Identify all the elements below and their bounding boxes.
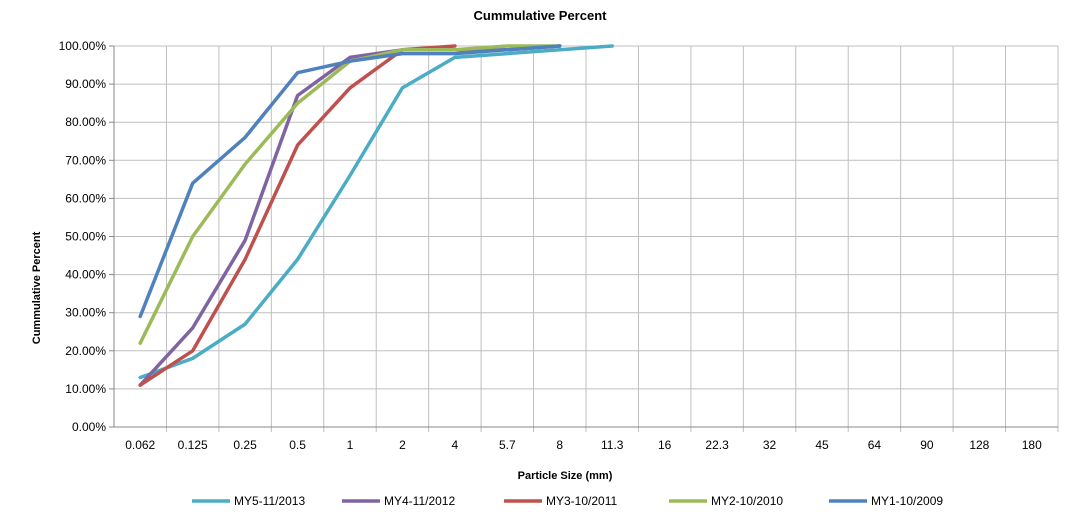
y-tick-label: 90.00% <box>65 77 106 91</box>
series-lines <box>138 44 614 387</box>
x-tick-label: 16 <box>658 438 672 452</box>
series-line <box>138 44 562 345</box>
y-tick-label: 80.00% <box>65 115 106 129</box>
x-axis-title: Particle Size (mm) <box>518 470 613 482</box>
x-tick-label: 64 <box>868 438 882 452</box>
y-axis-title: Cummulative Percent <box>31 231 43 344</box>
chart-title: Cummulative Percent <box>474 8 608 23</box>
x-tick-label: 11.3 <box>601 438 624 452</box>
y-tick-label: 30.00% <box>65 306 106 320</box>
x-tick-label: 8 <box>556 438 563 452</box>
x-tick-label: 1 <box>347 438 354 452</box>
x-tick-label: 90 <box>920 438 934 452</box>
x-tick-label: 45 <box>815 438 829 452</box>
x-tick-label: 2 <box>399 438 406 452</box>
legend-item: MY4-11/2012 <box>342 494 455 508</box>
y-axis-ticks: 0.00% 10.00% 20.00% 30.00% 40.00% 50.00% 60.00… <box>59 39 107 434</box>
y-tick-label: 40.00% <box>65 268 106 282</box>
x-tick-label: 0.062 <box>125 438 155 452</box>
legend-label: MY2-10/2010 <box>711 494 783 508</box>
legend: MY5-11/2013 MY4-11/2012 MY3-10/2011 MY2-10/… <box>192 494 943 508</box>
y-tick-label: 60.00% <box>65 191 106 205</box>
legend-label: MY3-10/2011 <box>546 494 617 508</box>
x-tick-label: 128 <box>969 438 989 452</box>
grid <box>109 45 1059 432</box>
series-line <box>138 44 614 380</box>
y-tick-label: 10.00% <box>65 382 106 396</box>
y-tick-label: 50.00% <box>65 230 106 244</box>
y-tick-label: 70.00% <box>65 153 106 167</box>
x-tick-label: 32 <box>763 438 777 452</box>
x-tick-label: 0.125 <box>178 438 208 452</box>
x-axis-ticks: 0.062 0.125 0.25 0.5 1 2 4 5.7 8 11.3 16 22.3 32 45 64… <box>125 438 1042 452</box>
x-tick-label: 0.25 <box>233 438 257 452</box>
x-tick-label: 5.7 <box>499 438 516 452</box>
legend-label: MY1-10/2009 <box>871 494 943 508</box>
x-tick-label: 4 <box>452 438 459 452</box>
y-tick-label: 100.00% <box>59 39 107 53</box>
x-tick-label: 180 <box>1022 438 1042 452</box>
y-tick-label: 0.00% <box>72 420 106 434</box>
legend-label: MY4-11/2012 <box>384 494 455 508</box>
legend-item: MY5-11/2013 <box>192 494 305 508</box>
legend-item: MY1-10/2009 <box>829 494 943 508</box>
legend-label: MY5-11/2013 <box>234 494 305 508</box>
series-line <box>138 44 562 319</box>
legend-item: MY2-10/2010 <box>669 494 783 508</box>
x-tick-label: 0.5 <box>289 438 306 452</box>
legend-item: MY3-10/2011 <box>504 494 617 508</box>
y-tick-label: 20.00% <box>65 344 106 358</box>
x-tick-label: 22.3 <box>705 438 729 452</box>
